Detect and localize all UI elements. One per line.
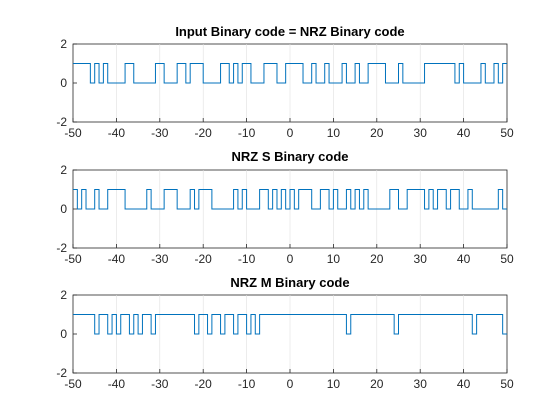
signal-line <box>73 189 507 210</box>
subplot-title: Input Binary code = NRZ Binary code <box>175 24 404 39</box>
x-tick-label: 40 <box>457 377 471 391</box>
subplot-nrz-s: NRZ S Binary code -50 -40 -30 -20 -10 0 10 20 30… <box>56 149 514 266</box>
y-tick-label: -2 <box>56 115 67 129</box>
x-tick-label: -40 <box>108 126 126 140</box>
x-tick-label: 30 <box>414 126 428 140</box>
x-grid <box>116 295 464 373</box>
x-tick-labels: -50 -40 -30 -20 -10 0 10 20 30 40 50 <box>64 118 514 140</box>
x-tick-label: 0 <box>287 126 294 140</box>
x-tick-label: 0 <box>287 377 294 391</box>
x-tick-label: 50 <box>500 126 514 140</box>
subplot-title: NRZ M Binary code <box>230 275 349 290</box>
x-tick-label: -20 <box>195 126 213 140</box>
y-tick-labels: 2 0 -2 <box>56 163 77 255</box>
x-tick-label: -50 <box>64 377 82 391</box>
x-tick-label: 40 <box>457 252 471 266</box>
y-tick-label: -2 <box>56 241 67 255</box>
x-tick-label: 50 <box>500 252 514 266</box>
x-tick-label: 30 <box>414 252 428 266</box>
x-tick-labels: -50 -40 -30 -20 -10 0 10 20 30 40 50 <box>64 369 514 391</box>
x-tick-label: 0 <box>287 252 294 266</box>
x-tick-label: -30 <box>151 126 169 140</box>
x-tick-label: -50 <box>64 252 82 266</box>
subplot-nrz-m: NRZ M Binary code -50 -40 -30 -20 -10 0 10 20 30… <box>56 275 514 391</box>
x-tick-label: 10 <box>327 252 341 266</box>
y-tick-labels: 2 0 -2 <box>56 37 77 129</box>
x-tick-label: 20 <box>370 126 384 140</box>
y-tick-label: 0 <box>60 76 67 90</box>
x-tick-label: 40 <box>457 126 471 140</box>
y-tick-label: -2 <box>56 366 67 380</box>
subplot-input-nrz: Input Binary code = NRZ Binary code -50-… <box>56 24 514 140</box>
signal-line <box>73 63 507 84</box>
x-tick-label: 20 <box>370 377 384 391</box>
x-tick-label: 30 <box>414 377 428 391</box>
x-tick-label: 10 <box>327 377 341 391</box>
y-tick-labels: 2 0 -2 <box>56 288 77 380</box>
x-tick-label: -40 <box>108 377 126 391</box>
x-tick-label: 20 <box>370 252 384 266</box>
y-tick-label: 2 <box>60 37 67 51</box>
x-tick-label: -10 <box>238 126 256 140</box>
y-tick-label: 2 <box>60 288 67 302</box>
x-tick-label: -10 <box>238 377 256 391</box>
x-tick-label: -20 <box>195 377 213 391</box>
y-tick-label: 0 <box>60 202 67 216</box>
x-tick-labels: -50 -40 -30 -20 -10 0 10 20 30 40 50 <box>64 244 514 266</box>
x-tick-label: -40 <box>108 252 126 266</box>
x-tick-label: -50 <box>64 126 82 140</box>
subplot-title: NRZ S Binary code <box>231 149 348 164</box>
x-tick-label: -30 <box>151 252 169 266</box>
x-tick-label: -20 <box>195 252 213 266</box>
x-tick-label: 50 <box>500 377 514 391</box>
x-tick-label: 10 <box>327 126 341 140</box>
x-tick-label: -10 <box>238 252 256 266</box>
signal-line <box>73 314 507 335</box>
y-tick-label: 2 <box>60 163 67 177</box>
y-tick-label: 0 <box>60 327 67 341</box>
x-tick-label: -30 <box>151 377 169 391</box>
